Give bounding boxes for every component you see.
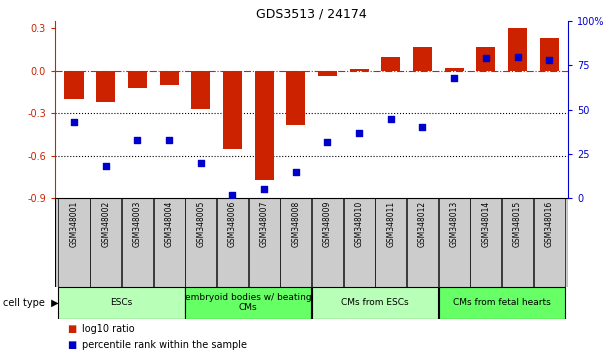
Bar: [255, 71, 274, 180]
Bar: [287, 71, 306, 125]
Bar: [280, 198, 311, 287]
Bar: [185, 198, 216, 287]
Text: GSM348009: GSM348009: [323, 201, 332, 247]
Bar: [349, 69, 368, 71]
Bar: [128, 71, 147, 88]
Point: [449, 75, 459, 81]
Text: percentile rank within the sample: percentile rank within the sample: [82, 340, 247, 350]
Bar: [439, 287, 565, 319]
Text: ■: ■: [67, 340, 76, 350]
Bar: [477, 47, 496, 71]
Text: GSM348004: GSM348004: [164, 201, 174, 247]
Bar: [312, 198, 343, 287]
Bar: [96, 71, 115, 102]
Point: [164, 137, 174, 143]
Bar: [223, 71, 242, 149]
Text: GSM348003: GSM348003: [133, 201, 142, 247]
Point: [323, 139, 332, 144]
Text: GSM348012: GSM348012: [418, 201, 427, 247]
Text: GSM348011: GSM348011: [386, 201, 395, 247]
Bar: [413, 47, 432, 71]
Bar: [439, 198, 470, 287]
Bar: [59, 198, 90, 287]
Text: ■: ■: [67, 324, 76, 334]
Point: [417, 125, 427, 130]
Point: [196, 160, 206, 166]
Text: GSM348015: GSM348015: [513, 201, 522, 247]
Bar: [159, 71, 178, 85]
Text: GSM348014: GSM348014: [481, 201, 491, 247]
Bar: [445, 68, 464, 71]
Point: [481, 56, 491, 61]
Point: [291, 169, 301, 175]
Point: [513, 54, 522, 59]
Text: GSM348010: GSM348010: [354, 201, 364, 247]
Bar: [185, 287, 311, 319]
Bar: [217, 198, 248, 287]
Bar: [508, 28, 527, 71]
Bar: [502, 198, 533, 287]
Bar: [407, 198, 438, 287]
Text: GSM348002: GSM348002: [101, 201, 110, 247]
Title: GDS3513 / 24174: GDS3513 / 24174: [256, 7, 367, 20]
Text: embryoid bodies w/ beating
CMs: embryoid bodies w/ beating CMs: [185, 293, 312, 312]
Bar: [381, 57, 400, 71]
Text: CMs from fetal hearts: CMs from fetal hearts: [453, 298, 551, 307]
Text: GSM348016: GSM348016: [545, 201, 554, 247]
Bar: [191, 71, 210, 109]
Bar: [90, 198, 121, 287]
Point: [133, 137, 142, 143]
Bar: [59, 287, 185, 319]
Bar: [318, 71, 337, 76]
Bar: [470, 198, 502, 287]
Bar: [375, 198, 406, 287]
Bar: [65, 71, 84, 99]
Text: GSM348008: GSM348008: [291, 201, 300, 247]
Text: cell type  ▶: cell type ▶: [3, 298, 59, 308]
Bar: [312, 287, 438, 319]
Text: CMs from ESCs: CMs from ESCs: [341, 298, 409, 307]
Text: GSM348013: GSM348013: [450, 201, 459, 247]
Text: log10 ratio: log10 ratio: [82, 324, 135, 334]
Bar: [533, 198, 565, 287]
Bar: [153, 198, 185, 287]
Point: [354, 130, 364, 136]
Point: [386, 116, 396, 121]
Bar: [122, 198, 153, 287]
Text: GSM348006: GSM348006: [228, 201, 237, 247]
Bar: [249, 198, 280, 287]
Bar: [343, 198, 375, 287]
Point: [544, 57, 554, 63]
Bar: [540, 38, 558, 71]
Text: GSM348007: GSM348007: [260, 201, 269, 247]
Point: [259, 187, 269, 192]
Point: [227, 192, 237, 198]
Text: GSM348005: GSM348005: [196, 201, 205, 247]
Point: [101, 164, 111, 169]
Text: GSM348001: GSM348001: [70, 201, 78, 247]
Text: ESCs: ESCs: [111, 298, 133, 307]
Point: [69, 119, 79, 125]
